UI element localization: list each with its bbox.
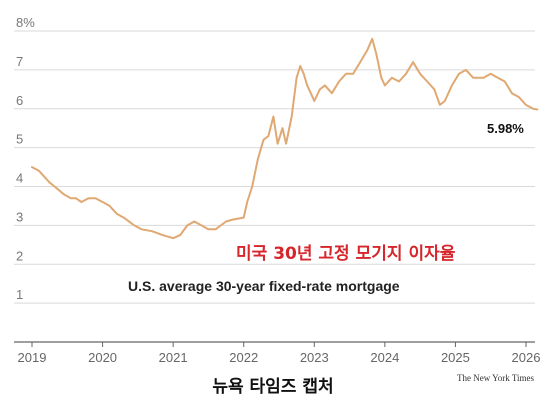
mortgage-rate-line xyxy=(31,37,539,240)
y-tick-label: 5 xyxy=(16,132,23,147)
y-tick-label: 1 xyxy=(16,287,23,302)
x-tick-label: 2023 xyxy=(300,350,329,365)
english-annotation: U.S. average 30-year fixed-rate mortgage xyxy=(128,278,400,294)
y-tick-label: 7 xyxy=(16,54,23,69)
y-tick-label: 4 xyxy=(16,171,23,186)
x-tick-label: 2025 xyxy=(441,350,470,365)
x-tick-label: 2022 xyxy=(229,350,258,365)
source-credit: The New York Times xyxy=(456,373,534,383)
korean-annotation: 미국 30년 고정 모기지 이자율 xyxy=(236,244,456,264)
y-tick-label: 2 xyxy=(16,248,23,263)
y-tick-label: 6 xyxy=(16,93,23,108)
y-tick-label: 3 xyxy=(16,209,23,224)
x-tick-label: 2020 xyxy=(88,350,117,365)
latest-rate-label: 5.98% xyxy=(487,121,524,136)
x-tick-label: 2019 xyxy=(18,350,47,365)
y-tick-label: 8% xyxy=(16,15,35,30)
caption: 뉴욕 타임즈 캡처 xyxy=(212,377,334,397)
x-axis-ticks: 2019 2020 2021 2022 2023 2024 2025 2026 xyxy=(18,342,541,365)
x-tick-label: 2026 xyxy=(512,350,541,365)
grid-lines xyxy=(14,30,535,304)
x-tick-label: 2021 xyxy=(159,350,188,365)
x-tick-label: 2024 xyxy=(370,350,399,365)
y-axis-ticks: 8% 7 6 5 4 3 2 1 xyxy=(16,15,35,302)
